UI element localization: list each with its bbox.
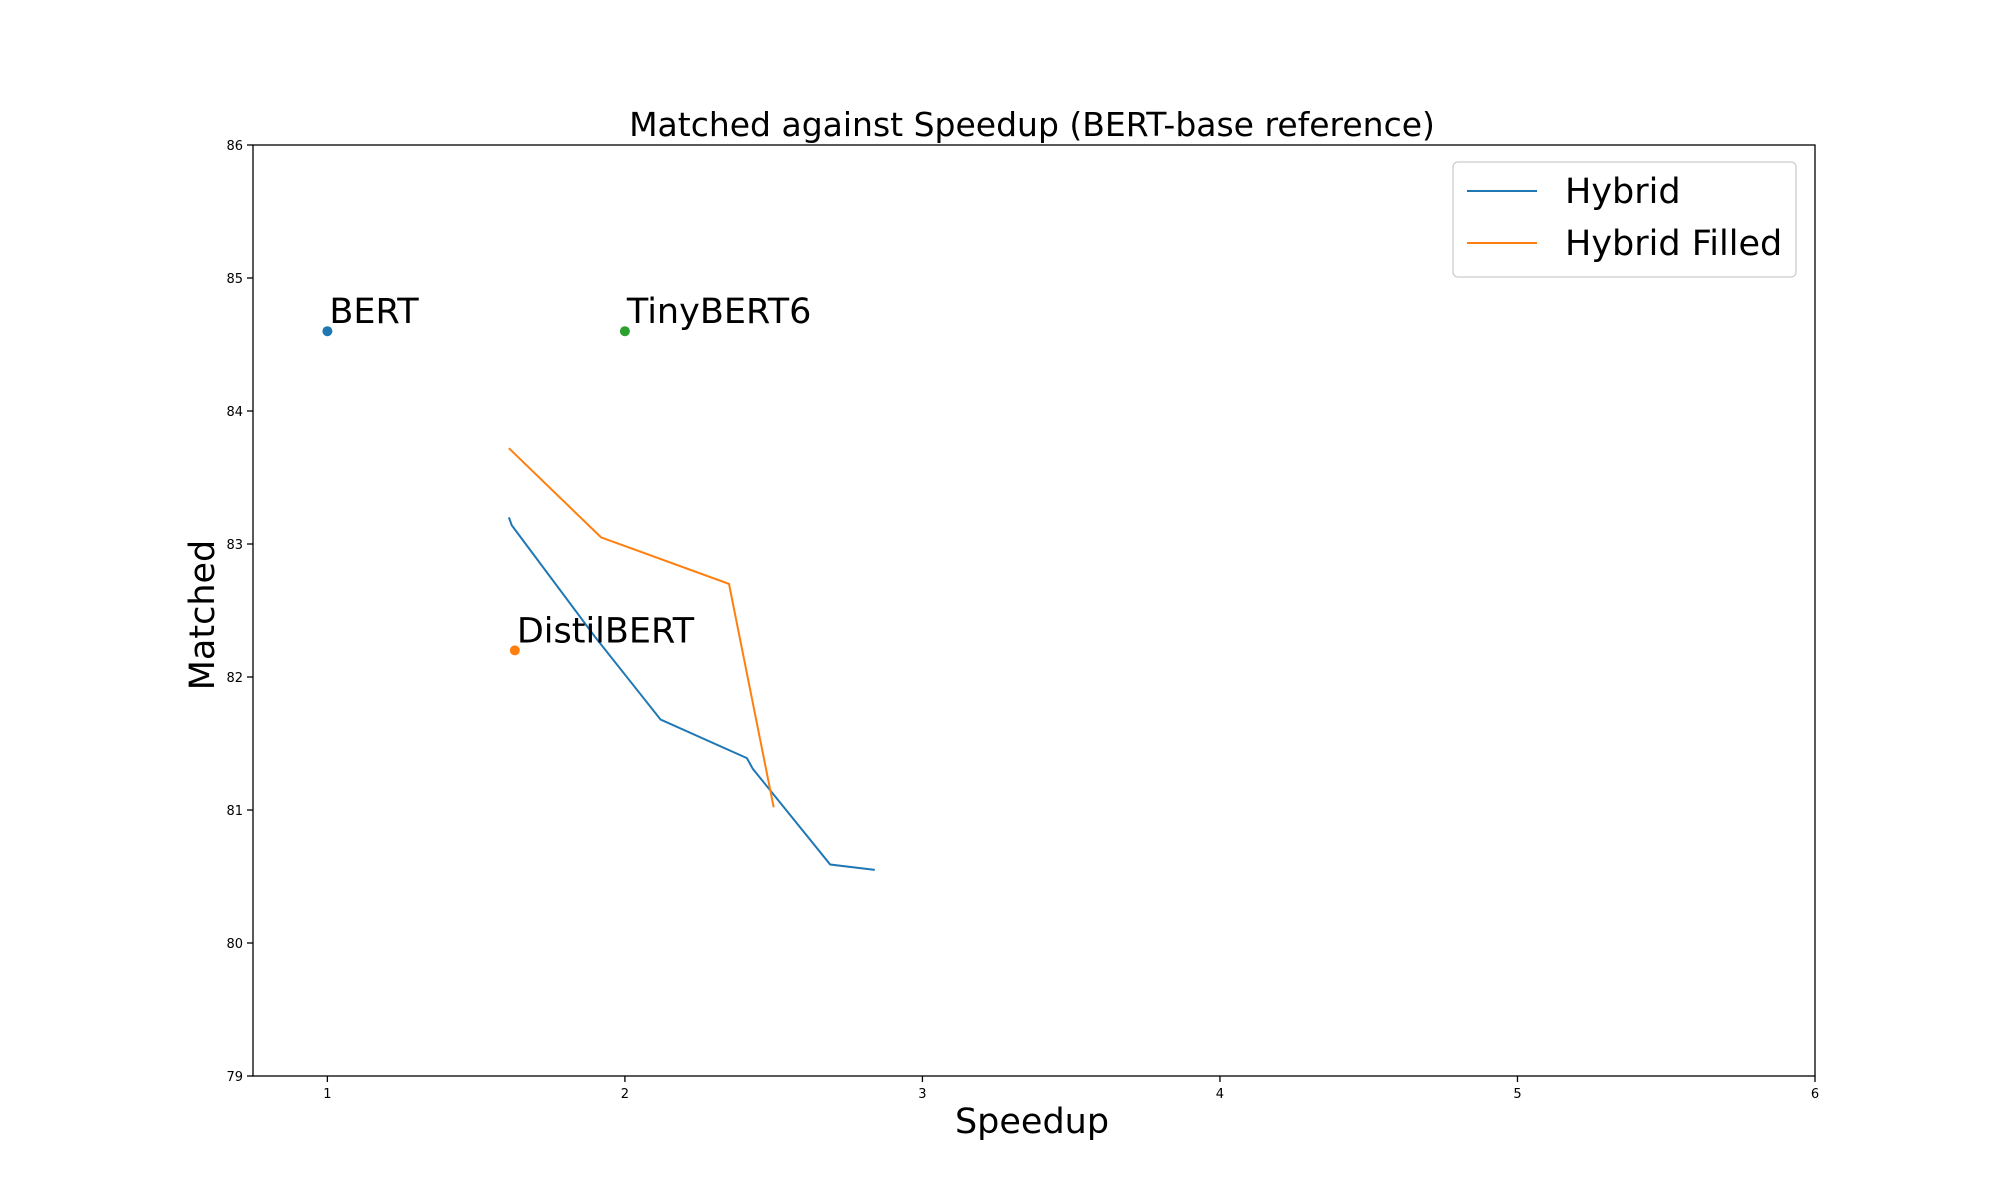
point-tinybert6 <box>619 326 630 337</box>
y-tick-label: 79 <box>226 1070 243 1085</box>
y-tick-label: 82 <box>226 671 243 686</box>
point-bert <box>322 326 333 337</box>
point-label-tinybert6: TinyBERT6 <box>626 292 811 332</box>
plot-area: 1 2 3 4 5 6 79 80 81 82 83 84 85 86 BERT TinyBERT6 Dis… <box>226 139 1819 1102</box>
y-axis: 79 80 81 82 83 84 85 86 <box>226 139 253 1085</box>
plot-frame <box>252 144 1816 1077</box>
annotated-points: BERT TinyBERT6 DistilBERT <box>322 292 811 656</box>
x-axis-label: Speedup <box>955 1102 1109 1142</box>
x-tick-label: 2 <box>621 1087 629 1102</box>
series-line-hybrid-filled <box>508 447 775 808</box>
legend-box <box>1452 161 1797 278</box>
y-axis-label: Matched <box>183 540 223 691</box>
point-distilbert <box>509 645 520 656</box>
x-axis: 1 2 3 4 5 6 <box>323 1076 1819 1102</box>
y-tick-label: 86 <box>226 139 243 154</box>
y-tick-label: 83 <box>226 538 243 553</box>
x-tick-label: 6 <box>1811 1087 1819 1102</box>
x-tick-label: 4 <box>1216 1087 1224 1102</box>
legend-label-hybrid-filled: Hybrid Filled <box>1565 224 1782 264</box>
legend: Hybrid Hybrid Filled <box>1452 161 1797 278</box>
point-label-distilbert: DistilBERT <box>517 611 695 651</box>
x-tick-label: 5 <box>1513 1087 1521 1102</box>
series-lines <box>507 447 875 871</box>
series-line-hybrid <box>507 517 875 871</box>
x-tick-label: 3 <box>918 1087 926 1102</box>
y-tick-label: 85 <box>226 272 243 287</box>
y-tick-label: 80 <box>226 937 243 952</box>
x-tick-label: 1 <box>323 1087 331 1102</box>
y-tick-label: 81 <box>226 804 243 819</box>
chart-title: Matched against Speedup (BERT-base refer… <box>629 105 1435 144</box>
legend-label-hybrid: Hybrid <box>1565 172 1681 212</box>
y-tick-label: 84 <box>226 405 243 420</box>
point-label-bert: BERT <box>329 292 419 332</box>
